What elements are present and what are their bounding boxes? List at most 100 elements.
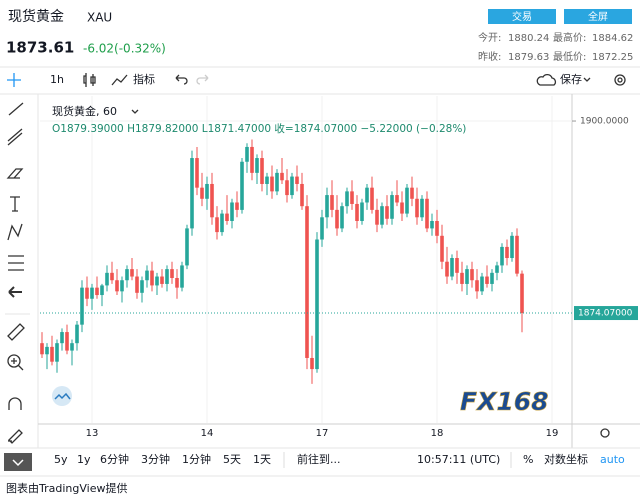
candle-body: [240, 161, 244, 210]
toolbar: 1h 指标 保存: [7, 72, 626, 87]
candle-body: [235, 202, 239, 210]
candle-body: [150, 270, 154, 286]
back-tool[interactable]: [8, 286, 22, 298]
candle-body: [85, 287, 89, 299]
candle-body: [280, 172, 284, 181]
candle-body: [185, 228, 189, 266]
stat-value: 1879.63: [508, 52, 549, 63]
range[interactable]: 1天: [253, 453, 271, 466]
bottom-bar: 5y 1y 6分钟 3分钟 1分钟 5天 1天 前往到... 10:57:11 …: [54, 452, 625, 468]
trade-button[interactable]: [488, 9, 556, 24]
candle-body: [360, 202, 364, 221]
stat-label: 最高价:: [553, 31, 586, 44]
candle-body: [435, 220, 439, 236]
x-tick-label: 17: [316, 428, 329, 439]
magnet-tool[interactable]: [8, 397, 22, 410]
candle-body: [215, 217, 219, 233]
candle-body: [225, 213, 229, 221]
range[interactable]: 1y: [77, 453, 91, 466]
candle-body: [260, 158, 264, 184]
zoom-tool: [11, 358, 24, 371]
candle-body: [475, 280, 479, 292]
candle-body: [370, 187, 374, 210]
pattern-tool[interactable]: [7, 223, 23, 241]
candle-body: [300, 183, 304, 207]
goto[interactable]: 前往到...: [297, 452, 341, 466]
save-menu[interactable]: [583, 77, 591, 82]
lock-tool[interactable]: [8, 429, 23, 444]
price: 1873.61: [6, 39, 74, 57]
candle-body: [285, 180, 289, 196]
zoom-tool[interactable]: [7, 354, 21, 368]
x-tick-label: 14: [201, 428, 214, 439]
indicators[interactable]: 指标: [133, 72, 155, 86]
candle-body: [455, 258, 459, 273]
fib-tool[interactable]: [7, 128, 23, 146]
chart-type-icon[interactable]: [83, 73, 96, 87]
crosshair-icon[interactable]: [7, 73, 21, 87]
text-tool[interactable]: [10, 196, 20, 212]
range[interactable]: 5天: [223, 453, 241, 466]
candle-body: [410, 187, 414, 199]
redo-icon[interactable]: [196, 74, 209, 85]
collapse-button[interactable]: [4, 453, 32, 471]
candle-body: [390, 195, 394, 219]
candle-body: [265, 176, 269, 184]
interval[interactable]: 1h: [50, 73, 64, 86]
trade-label[interactable]: 交易: [512, 10, 532, 23]
stat-label: 最低价:: [553, 50, 586, 63]
candle-body: [465, 269, 469, 284]
brush-tool[interactable]: [6, 168, 24, 179]
ruler-tool[interactable]: [7, 323, 25, 341]
forecast-tool[interactable]: [8, 255, 24, 271]
symbol: XAU: [87, 11, 112, 25]
settings-icon[interactable]: [614, 74, 626, 86]
candle-body: [395, 195, 399, 203]
watermark: FX168: [460, 387, 549, 416]
candle-body: [470, 269, 474, 281]
stat-value: 1884.62: [592, 33, 633, 44]
undo-icon[interactable]: [175, 74, 188, 85]
percent[interactable]: %: [523, 453, 533, 466]
candle-body: [140, 280, 144, 293]
candle-body: [55, 343, 59, 362]
save[interactable]: 保存: [560, 72, 582, 86]
auto-scale[interactable]: auto: [600, 453, 625, 466]
log-scale[interactable]: 对数坐标: [544, 452, 588, 466]
candle-body: [510, 235, 514, 259]
title: 现货黄金: [8, 8, 64, 25]
candle-body: [365, 187, 369, 203]
range[interactable]: 6分钟: [100, 452, 129, 466]
candle-body: [60, 332, 64, 344]
candle-body: [135, 276, 139, 293]
cloud-icon[interactable]: [536, 73, 557, 86]
candle-body: [355, 203, 359, 221]
candle-body: [320, 217, 324, 240]
candle-body: [375, 209, 379, 225]
candle-body: [495, 265, 499, 273]
candle-body: [220, 213, 224, 233]
range[interactable]: 1分钟: [182, 452, 211, 466]
candle-body: [335, 209, 339, 229]
fullscreen-button[interactable]: [564, 9, 632, 24]
range[interactable]: 3分钟: [141, 452, 170, 466]
candle-body: [485, 276, 489, 284]
fullscreen-label[interactable]: 全屏: [588, 10, 608, 23]
range[interactable]: 5y: [54, 453, 68, 466]
candle-body: [170, 269, 174, 279]
candle-body: [100, 285, 104, 296]
x-tick-label: 18: [431, 428, 444, 439]
legend-name: 现货黄金, 60: [52, 104, 117, 118]
stat-value: 1880.24: [508, 33, 549, 44]
candle-body: [350, 191, 354, 204]
candle-body: [330, 195, 334, 210]
line-tool[interactable]: [8, 102, 24, 116]
indicator-icon[interactable]: [111, 74, 128, 86]
candle-body: [310, 357, 314, 370]
tv-logo-mark: [54, 392, 71, 400]
axis-settings[interactable]: [600, 428, 610, 438]
candle-body: [430, 220, 434, 229]
candle-body: [80, 287, 84, 325]
candle-body: [115, 280, 119, 292]
legend-menu[interactable]: [131, 109, 139, 114]
